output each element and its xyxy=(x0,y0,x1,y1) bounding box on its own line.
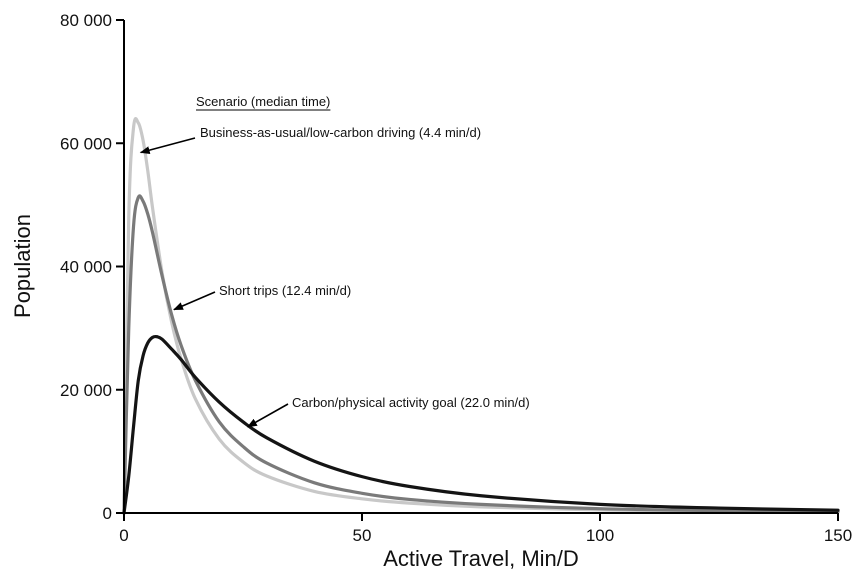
series-line-3 xyxy=(122,334,840,515)
arrow-short-trips xyxy=(173,291,216,311)
annotation-short-trips: Short trips (12.4 min/d) xyxy=(219,283,351,298)
x-tick-label: 50 xyxy=(353,526,372,545)
y-axis-ticks: 0 20 000 40 000 60 000 80 000 xyxy=(60,11,124,523)
x-axis-title: Active Travel, Min/D xyxy=(383,546,579,571)
y-tick-label: 80 000 xyxy=(60,11,112,30)
y-tick-label: 0 xyxy=(103,504,112,523)
y-tick-label: 20 000 xyxy=(60,381,112,400)
y-axis-title: Population xyxy=(10,214,35,318)
series-line-2 xyxy=(122,194,840,515)
legend-title: Scenario (median time) xyxy=(196,94,330,109)
arrow-carbon-goal xyxy=(246,403,289,428)
annotation-business-as-usual: Business-as-usual/low-carbon driving (4.… xyxy=(200,125,481,140)
annotation-carbon-goal: Carbon/physical activity goal (22.0 min/… xyxy=(292,395,530,410)
series-line-1 xyxy=(122,117,840,515)
x-axis-ticks: 0 50 100 150 xyxy=(119,513,852,545)
x-tick-label: 0 xyxy=(119,526,128,545)
arrow-business-as-usual xyxy=(139,137,196,155)
x-tick-label: 100 xyxy=(586,526,614,545)
series-layer xyxy=(122,117,840,515)
x-tick-label: 150 xyxy=(824,526,852,545)
y-tick-label: 40 000 xyxy=(60,258,112,277)
y-tick-label: 60 000 xyxy=(60,134,112,153)
